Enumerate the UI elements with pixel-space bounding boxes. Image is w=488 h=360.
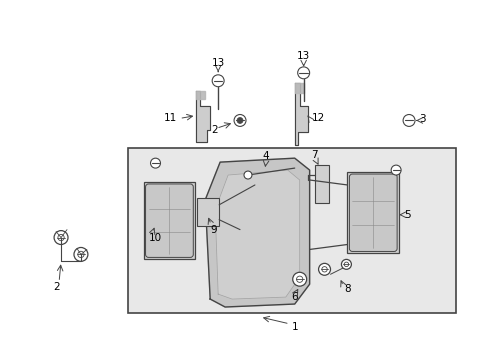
Circle shape xyxy=(292,272,306,286)
Text: 1: 1 xyxy=(291,322,297,332)
Text: 6: 6 xyxy=(291,292,297,302)
Circle shape xyxy=(74,247,88,261)
FancyBboxPatch shape xyxy=(349,174,396,251)
Circle shape xyxy=(212,75,224,87)
Text: 2: 2 xyxy=(211,125,218,135)
Text: 13: 13 xyxy=(211,58,224,68)
Circle shape xyxy=(237,117,243,123)
Bar xyxy=(143,182,195,260)
Circle shape xyxy=(234,114,245,126)
Text: 11: 11 xyxy=(164,113,177,123)
Text: 13: 13 xyxy=(296,51,310,61)
Circle shape xyxy=(244,171,251,179)
Circle shape xyxy=(402,114,414,126)
Circle shape xyxy=(297,67,309,79)
Text: 10: 10 xyxy=(148,233,162,243)
Text: 2: 2 xyxy=(53,282,59,292)
Bar xyxy=(127,148,455,313)
Polygon shape xyxy=(215,170,299,299)
Polygon shape xyxy=(294,83,307,145)
Polygon shape xyxy=(205,158,309,307)
Text: 9: 9 xyxy=(210,225,216,235)
Bar xyxy=(314,165,328,203)
FancyBboxPatch shape xyxy=(145,184,193,257)
Circle shape xyxy=(150,158,160,168)
Text: 3: 3 xyxy=(418,114,425,125)
Text: 4: 4 xyxy=(262,151,268,161)
Text: 7: 7 xyxy=(311,150,317,160)
Text: 5: 5 xyxy=(403,210,410,220)
Circle shape xyxy=(390,165,400,175)
Circle shape xyxy=(54,231,68,244)
Polygon shape xyxy=(294,83,303,93)
Bar xyxy=(346,172,398,253)
Circle shape xyxy=(341,260,351,269)
Bar xyxy=(197,198,219,226)
Polygon shape xyxy=(196,91,210,142)
Text: 12: 12 xyxy=(311,113,324,123)
Polygon shape xyxy=(196,91,205,99)
Text: 8: 8 xyxy=(344,284,350,294)
Circle shape xyxy=(318,264,330,275)
